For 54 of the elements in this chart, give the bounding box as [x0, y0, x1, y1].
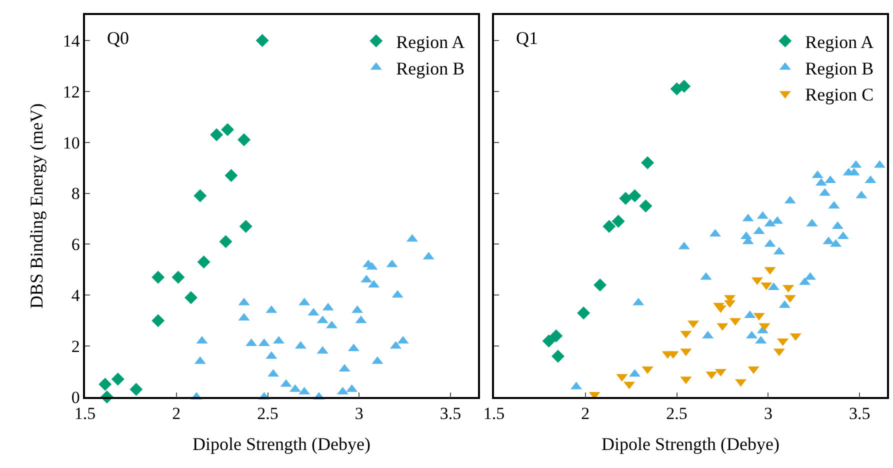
point	[256, 34, 269, 47]
y-tick-label: 8	[71, 184, 80, 204]
point	[594, 278, 607, 292]
point	[152, 270, 165, 284]
point	[111, 372, 124, 386]
y-tick-label: 4	[71, 286, 80, 306]
y-tick-label: 14	[62, 31, 80, 50]
text: Q1	[516, 28, 538, 48]
x-tick-label: 1.5	[74, 404, 96, 424]
y-tick-label: 10	[62, 133, 80, 152]
x-tick-label: 3.5	[848, 404, 870, 424]
text: Q0	[107, 28, 129, 48]
point	[612, 214, 625, 228]
x-tick-label: 1.5	[483, 404, 505, 424]
point	[224, 168, 238, 182]
point	[577, 306, 590, 320]
point	[197, 256, 210, 269]
y-tick-label: 12	[62, 82, 80, 102]
point	[238, 133, 251, 146]
point	[619, 192, 632, 205]
point	[184, 291, 198, 304]
y-axis-title: DBS Binding Energy (meV)	[26, 103, 47, 309]
point	[639, 200, 652, 212]
point	[172, 270, 185, 284]
legend-label: Region A	[396, 32, 465, 52]
x-tick-label: 3	[764, 404, 772, 424]
point	[194, 189, 207, 202]
x-tick-label: 2.5	[257, 404, 278, 424]
point	[550, 329, 563, 342]
x-axis-title: Dipole Strength (Debye)	[602, 434, 780, 454]
x-tick-label: 2.5	[666, 404, 688, 424]
legend-label: Region C	[805, 84, 874, 105]
point	[221, 123, 234, 136]
point	[210, 128, 224, 142]
point	[98, 378, 112, 391]
point	[130, 382, 143, 396]
point	[628, 189, 642, 202]
x-tick-label: 3.5	[440, 404, 462, 424]
point	[219, 235, 232, 248]
x-tick-label: 3	[354, 404, 364, 424]
point	[542, 334, 556, 348]
x-tick-label: 2	[581, 404, 590, 424]
point	[551, 350, 564, 363]
y-tick-label: 6	[71, 235, 80, 254]
x-tick-label: 2	[172, 404, 181, 424]
x-axis-title: Dipole Strength (Debye)	[192, 434, 370, 454]
legend-label: Region B	[805, 58, 874, 78]
point	[152, 314, 165, 328]
point	[602, 220, 616, 233]
y-tick-label: 0	[71, 388, 80, 407]
legend-label: Region A	[805, 32, 874, 52]
y-tick-label: 2	[71, 337, 80, 356]
legend-label: Region B	[396, 58, 465, 78]
point	[239, 220, 252, 233]
